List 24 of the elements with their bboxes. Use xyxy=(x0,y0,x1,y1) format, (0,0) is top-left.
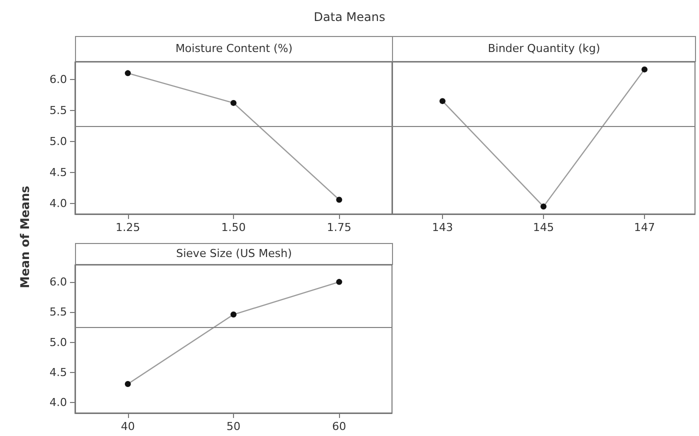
x-tick-label: 40 xyxy=(120,420,135,433)
x-tick-label: 1.75 xyxy=(326,221,352,234)
y-tick-label: 4.0 xyxy=(50,396,67,410)
y-tick-label: 5.0 xyxy=(50,134,67,148)
x-tick-label: 143 xyxy=(432,221,453,234)
chart-title: Binder Quantity (kg) xyxy=(392,36,696,62)
y-tick-label: 4.5 xyxy=(50,366,67,380)
y-tick-label: 4.5 xyxy=(50,166,67,179)
y-tick-label: 6.0 xyxy=(50,72,67,86)
y-tick-label: 5.5 xyxy=(50,306,67,319)
y-axis-title: Mean of Means xyxy=(18,184,32,290)
y-tick-label: 5.5 xyxy=(50,104,67,117)
chart-title: Moisture Content (%) xyxy=(75,36,393,62)
chart-title: Sieve Size (US Mesh) xyxy=(75,243,393,265)
x-tick-label: 147 xyxy=(634,221,655,234)
x-tick-label: 50 xyxy=(226,420,240,433)
y-tick-label: 5.0 xyxy=(50,336,67,349)
x-tick-label: 60 xyxy=(332,420,346,433)
x-tick-label: 1.25 xyxy=(116,221,140,234)
x-tick-label: 1.50 xyxy=(221,221,246,234)
y-tick-label: 6.0 xyxy=(50,275,67,288)
text: Data Means xyxy=(312,10,386,24)
x-tick-label: 145 xyxy=(533,221,554,234)
y-tick-label: 4.0 xyxy=(50,196,67,210)
